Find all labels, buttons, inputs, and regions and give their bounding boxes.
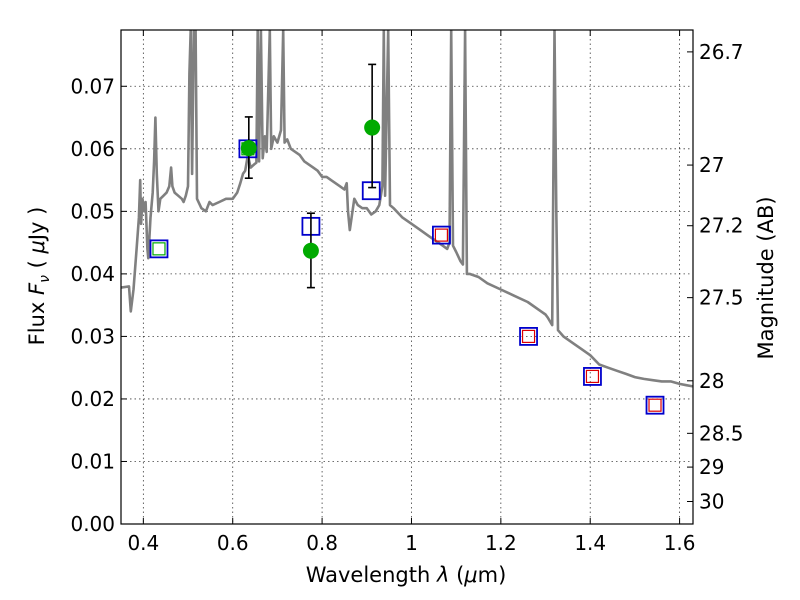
model-point-square <box>645 395 665 415</box>
y-label-F: F <box>25 282 49 295</box>
right-tick-label: 27.2 <box>699 214 744 238</box>
model-point-square <box>361 181 381 201</box>
right-tick-label: 27.5 <box>699 286 744 310</box>
x-tick-label: 1.2 <box>485 531 517 555</box>
y-tick-label: 0.04 <box>70 262 115 286</box>
model-point-inner-square <box>648 398 662 412</box>
spectrum-layer <box>121 30 693 388</box>
observed-points-layer <box>240 63 381 289</box>
right-tick-label: 28 <box>699 369 724 393</box>
y-tick-label: 0.05 <box>70 199 115 223</box>
y-tick-label: 0.00 <box>70 512 115 536</box>
x-tick-label: 1.6 <box>664 531 696 555</box>
right-tick-label: 30 <box>699 489 724 513</box>
x-tick-label: 0.8 <box>306 531 338 555</box>
x-tick-label: 0.6 <box>217 531 249 555</box>
y-label-open: ( <box>25 254 49 276</box>
observed-point <box>364 63 381 189</box>
model-point <box>645 395 665 415</box>
right-tick-label: 26.7 <box>699 40 744 64</box>
model-point <box>519 327 538 346</box>
y-tick-label: 0.02 <box>70 387 115 411</box>
model-point-square <box>432 225 451 245</box>
y-axis-label: Flux Fν ( μJy ) <box>25 207 53 346</box>
model-point-square <box>583 367 602 386</box>
x-tick-label: 0.4 <box>127 531 159 555</box>
x-label-text: Wavelength <box>306 563 437 587</box>
observed-point-marker <box>240 140 257 157</box>
observed-point <box>302 212 319 289</box>
y-tick-label: 0.01 <box>70 449 115 473</box>
y-label-nu: ν <box>37 275 53 283</box>
x-label-mu: μ <box>463 563 477 587</box>
model-point-square <box>149 239 169 259</box>
observed-point-marker <box>302 242 319 259</box>
x-tick-label: 1 <box>405 531 418 555</box>
observed-point-marker <box>364 119 381 136</box>
axis-ticks: 0.4 0.6 0.8 1 1.2 1.4 1.6 0.00 0.01 0.02 0.03 0.04 0… <box>70 30 744 555</box>
model-point-inner-square <box>152 242 166 256</box>
spectrum-line <box>121 30 693 388</box>
y-label-mu: μ <box>25 240 49 254</box>
right-axis-label: Magnitude (AB) <box>754 196 778 359</box>
model-point-inner-square <box>585 369 600 384</box>
model-point-inner-square <box>521 329 536 344</box>
model-point <box>149 239 169 259</box>
y-tick-label: 0.07 <box>70 74 115 98</box>
model-point-inner-square <box>434 228 449 242</box>
model-point <box>361 181 381 201</box>
y-tick-label: 0.06 <box>70 137 115 161</box>
y-label-flux: Flux <box>25 295 49 345</box>
plot-frame <box>120 29 694 525</box>
model-point <box>432 225 451 245</box>
x-label-lambda: λ <box>436 563 449 587</box>
model-points-layer <box>149 139 665 415</box>
x-label-unit-close: m) <box>478 563 507 587</box>
y-label-close: Jy ) <box>25 207 49 243</box>
right-tick-label: 29 <box>699 455 724 479</box>
model-point-square <box>519 327 538 346</box>
right-tick-label: 28.5 <box>699 421 744 445</box>
right-tick-label: 27 <box>699 153 724 177</box>
y-tick-label: 0.03 <box>70 324 115 348</box>
model-point <box>583 367 602 386</box>
x-tick-label: 1.4 <box>574 531 606 555</box>
x-label-unit-open: ( <box>449 563 464 587</box>
x-axis-label: Wavelength λ (μm) <box>306 563 507 587</box>
observed-point <box>240 116 257 179</box>
grid-lines <box>121 30 693 525</box>
